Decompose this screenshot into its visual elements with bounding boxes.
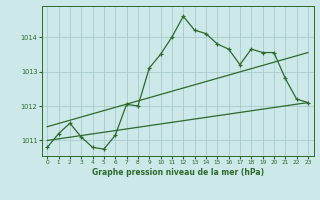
X-axis label: Graphe pression niveau de la mer (hPa): Graphe pression niveau de la mer (hPa) <box>92 168 264 177</box>
